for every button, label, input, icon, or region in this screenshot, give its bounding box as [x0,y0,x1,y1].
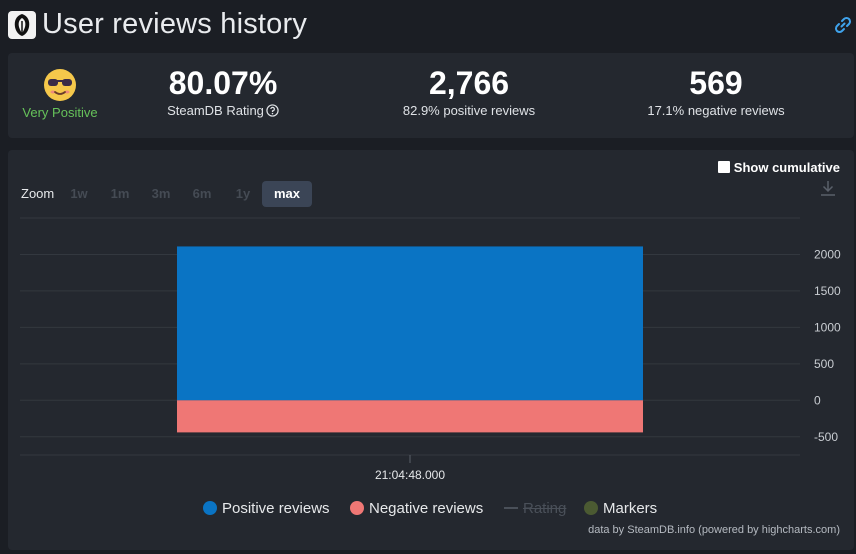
zoom-max-button[interactable]: max [262,181,312,207]
y-tick-label: 1500 [814,284,841,298]
chart-legend: Positive reviews Negative reviews Rating… [8,500,854,520]
y-tick-label: 1000 [814,320,841,334]
cumulative-checkbox[interactable] [717,161,730,173]
zoom-1y-button[interactable]: 1y [235,186,251,201]
positive-reviews-bar [177,246,643,401]
legend-dot [203,501,217,515]
y-tick-label: 2000 [814,247,841,261]
y-tick-label: -500 [814,430,838,444]
negative-block: 569 17.1% negative reviews [611,53,821,138]
page-title: User reviews history [42,8,308,40]
positive-count: 2,766 [428,65,510,101]
legend-negative-reviews[interactable]: Negative reviews [350,500,483,517]
negative-label: 17.1% negative reviews [647,103,785,118]
verdict-text: Very Positive [22,105,98,120]
download-icon[interactable] [820,180,836,196]
y-tick-label: 0 [814,393,821,407]
reviews-chart: 2000 1500 1000 500 0 -500 21:04:48.000 [20,217,841,482]
chart-credits[interactable]: data by SteamDB.info (powered by highcha… [588,524,840,536]
verdict-block: Very Positive [8,53,112,138]
rating-label: SteamDB Rating [167,103,264,118]
legend-rating[interactable]: Rating [504,500,566,517]
zoom-6m-button[interactable]: 6m [192,186,212,201]
legend-line [504,507,518,509]
legend-markers[interactable]: Markers [584,500,657,517]
review-stats-panel: Very Positive 80.07% SteamDB Rating 2,76… [8,53,854,138]
legend-label: Positive reviews [222,500,330,517]
help-icon[interactable] [266,104,279,117]
link-icon[interactable] [834,16,852,34]
zoom-1m-button[interactable]: 1m [110,186,130,201]
cumulative-label: Show cumulative [733,160,840,175]
zoom-1w-button[interactable]: 1w [70,186,88,201]
legend-dot [584,501,598,515]
negative-count: 569 [689,65,743,101]
rating-value: 80.07% [168,65,278,101]
zoom-3m-button[interactable]: 3m [151,186,171,201]
legend-label: Negative reviews [369,500,484,517]
rating-caption: SteamDB Rating [118,103,328,118]
negative-reviews-bar [177,400,643,433]
x-tick-label: 21:04:48.000 [375,468,445,482]
zoom-label: Zoom [21,186,55,201]
legend-positive-reviews[interactable]: Positive reviews [203,500,330,517]
rating-block: 80.07% SteamDB Rating [118,53,328,138]
positive-block: 2,766 82.9% positive reviews [364,53,574,138]
legend-label: Rating [523,500,567,517]
legend-dot [350,501,364,515]
reviews-chart-panel: 2000 1500 1000 500 0 -500 21:04:48.000 Show cu… [8,150,854,550]
cool-face-icon [44,69,76,101]
legend-label: Markers [603,500,658,517]
game-logo-icon [8,11,36,39]
page-header: User reviews history [0,0,856,50]
show-cumulative-toggle[interactable]: Show cumulative [717,160,840,175]
y-tick-label: 500 [814,357,834,371]
positive-label: 82.9% positive reviews [402,103,536,118]
